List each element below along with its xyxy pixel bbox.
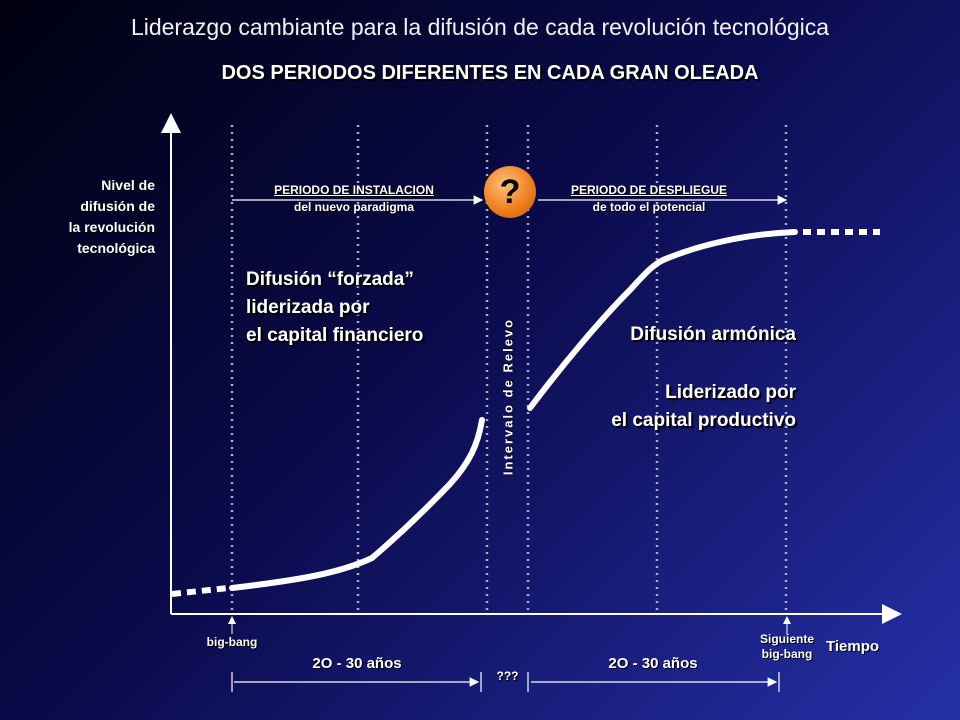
forced-diffusion-line: Difusión “forzada” — [246, 269, 414, 290]
deployment-curve — [527, 229, 798, 411]
relay-duration: ??? — [496, 669, 519, 683]
installation-duration: 2O - 30 años — [312, 655, 402, 672]
productive-capital-text: Liderizado por el capital productivo — [560, 379, 796, 435]
y-label-line: la revolución — [68, 219, 155, 235]
installation-period-subtitle: del nuevo paradigma — [293, 200, 415, 214]
forced-diffusion-text: Difusión “forzada” liderizada por el cap… — [246, 266, 423, 350]
duration-right-bracket — [527, 672, 780, 692]
deployment-period-title: PERIODO DE DESPLIEGUE — [570, 183, 728, 197]
question-mark-circle: ? — [484, 166, 536, 218]
forced-diffusion-line: el capital financiero — [246, 325, 424, 346]
next-big-bang-label: Siguiente big-bang — [752, 632, 822, 662]
relay-interval-label: Intervalo de Relevo — [500, 317, 516, 476]
next-big-bang-line: big-bang — [761, 647, 813, 661]
y-label-line: Nivel de — [101, 177, 155, 193]
big-bang-label: big-bang — [206, 635, 258, 649]
y-label-line: tecnológica — [77, 240, 155, 256]
installation-period-title: PERIODO DE INSTALACION — [274, 183, 434, 197]
forced-diffusion-line: liderizada por — [246, 297, 370, 318]
duration-left-bracket — [231, 672, 482, 692]
deployment-period-subtitle: de todo el potencial — [592, 200, 706, 214]
harmonic-diffusion-heading: Difusión armónica — [630, 324, 796, 345]
installation-period-label: PERIODO DE INSTALACION del nuevo paradig… — [240, 182, 468, 216]
y-axis-label: Nivel de difusión de la revolución tecno… — [69, 175, 155, 259]
deployment-duration: 2O - 30 años — [608, 655, 698, 672]
deployment-period-label: PERIODO DE DESPLIEGUE de todo el potenci… — [540, 182, 758, 216]
pre-bigbang-dotted-curve — [171, 585, 229, 597]
x-axis-label: Tiempo — [826, 638, 880, 655]
next-big-bang-line: Siguiente — [759, 632, 814, 646]
slide-title: Liderazgo cambiante para la difusión de … — [130, 14, 830, 40]
productive-capital-line: el capital productivo — [611, 410, 796, 431]
installation-curve — [229, 417, 485, 591]
productive-capital-line: Liderizado por — [665, 382, 796, 403]
slide-subtitle: DOS PERIODOS DIFERENTES EN CADA GRAN OLE… — [221, 62, 759, 84]
y-label-line: difusión de — [80, 198, 155, 214]
